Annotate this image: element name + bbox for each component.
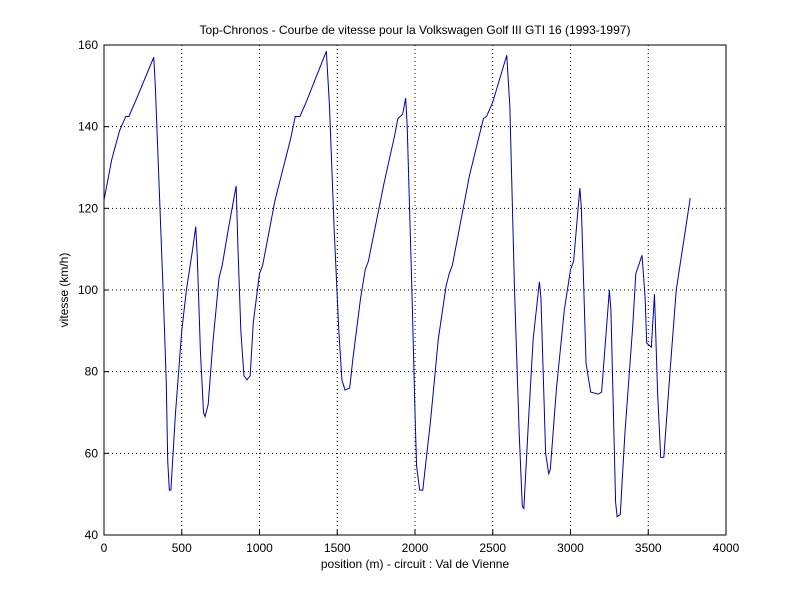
x-tick-label: 3000 (557, 541, 584, 555)
x-axis-label: position (m) - circuit : Val de Vienne (321, 557, 510, 571)
chart-title: Top-Chronos - Courbe de vitesse pour la … (200, 23, 631, 37)
x-tick-label: 3500 (635, 541, 662, 555)
y-tick-label: 80 (85, 365, 99, 379)
y-axis-label: vitesse (km/h) (57, 253, 71, 328)
x-tick-label: 2000 (402, 541, 429, 555)
x-tick-label: 1500 (324, 541, 351, 555)
x-tick-label: 2500 (479, 541, 506, 555)
y-tick-label: 140 (78, 120, 98, 134)
x-tick-label: 0 (101, 541, 108, 555)
y-tick-label: 100 (78, 283, 98, 297)
y-tick-label: 160 (78, 38, 98, 52)
data-line (103, 50, 691, 518)
y-tick-label: 60 (85, 446, 99, 460)
x-tick-label: 1000 (246, 541, 273, 555)
x-tick-label: 500 (172, 541, 192, 555)
y-tick-label: 120 (78, 201, 98, 215)
y-tick-label: 40 (85, 528, 99, 542)
axes-box (103, 44, 727, 536)
x-tick-label: 4000 (713, 541, 740, 555)
